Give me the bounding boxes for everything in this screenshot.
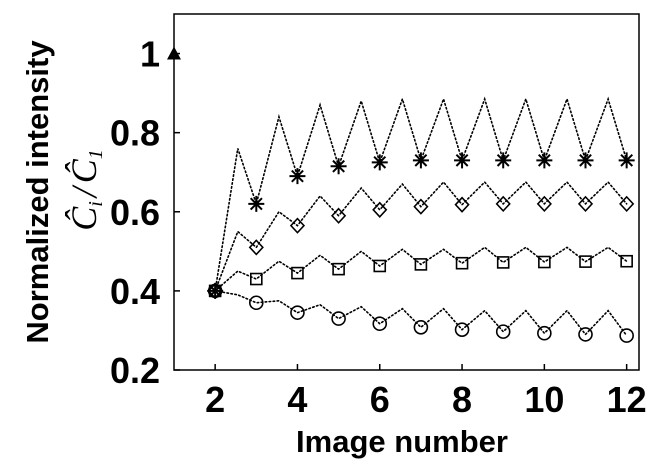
circle-marker: [454, 322, 470, 337]
x-tick-label: 8: [452, 379, 472, 420]
diamond-marker: [331, 207, 347, 224]
series-markers: [167, 46, 635, 343]
sawtooth-lines: [214, 96, 628, 337]
square-marker: [579, 255, 592, 268]
square-marker: [414, 258, 428, 271]
y-tick-label: 0.4: [110, 271, 160, 312]
circle-marker: [249, 295, 264, 311]
square-marker: [373, 259, 387, 273]
square-marker: [496, 256, 510, 269]
y-axis-math-label: Ĉi/Ĉ1: [64, 149, 107, 231]
star-marker: [454, 152, 471, 169]
circle-marker: [372, 316, 388, 332]
x-axis-title: Image number: [296, 424, 508, 459]
square-marker: [250, 272, 263, 286]
y-tick-label: 0.6: [110, 192, 160, 233]
star-marker: [330, 158, 347, 175]
x-tick-label: 12: [607, 379, 647, 420]
plot-frame: [173, 13, 640, 371]
triangle-marker: [167, 46, 181, 60]
circle-marker: [413, 319, 429, 335]
x-tick-labels: 2 4 6 8 10 12: [205, 379, 647, 420]
axis-ticks: [174, 52, 628, 371]
square-marker: [455, 256, 469, 270]
square-marker: [620, 254, 633, 268]
circle-marker: [578, 327, 593, 342]
circle-marker: [537, 325, 552, 341]
star-marker: [618, 152, 635, 169]
diamond-marker: [413, 198, 429, 215]
star-marker: [577, 152, 594, 169]
series-line-square: [214, 246, 628, 292]
x-tick-label: 6: [370, 379, 390, 420]
square-marker: [332, 262, 345, 276]
star-marker: [495, 152, 512, 169]
square-marker: [538, 255, 551, 269]
diamond-marker: [536, 195, 552, 213]
x-tick-label: 2: [205, 379, 225, 420]
diamond-marker: [289, 217, 306, 234]
diamond-marker: [577, 195, 594, 213]
star-marker: [371, 154, 388, 171]
x-tick-label: 4: [287, 379, 307, 420]
diamond-marker: [495, 195, 511, 213]
y-tick-labels: 0.2 0.4 0.6 0.8 1: [110, 34, 160, 391]
square-marker: [291, 266, 304, 280]
star-marker: [412, 152, 429, 169]
diamond-marker: [454, 196, 470, 213]
y-tick-label: 1: [140, 34, 160, 75]
x-tick-label: 10: [524, 379, 564, 420]
circle-marker: [331, 311, 346, 326]
circle-marker: [619, 328, 634, 343]
circle-marker: [207, 283, 223, 299]
diamond-marker: [619, 195, 635, 213]
circle-marker: [290, 305, 305, 320]
star-marker: [248, 195, 265, 212]
series-line-diamond: [214, 180, 628, 292]
star-marker: [289, 168, 306, 185]
y-axis-title: Normalized intensity: [20, 40, 55, 344]
diamond-marker: [248, 239, 264, 256]
circle-marker: [495, 324, 511, 339]
diamond-marker: [372, 201, 388, 218]
star-marker: [536, 152, 553, 169]
y-tick-label: 0.2: [110, 350, 160, 391]
y-tick-label: 0.8: [110, 113, 160, 154]
square-marker: [208, 284, 222, 298]
star-marker: [207, 282, 224, 299]
series-line-circle: [214, 290, 628, 337]
